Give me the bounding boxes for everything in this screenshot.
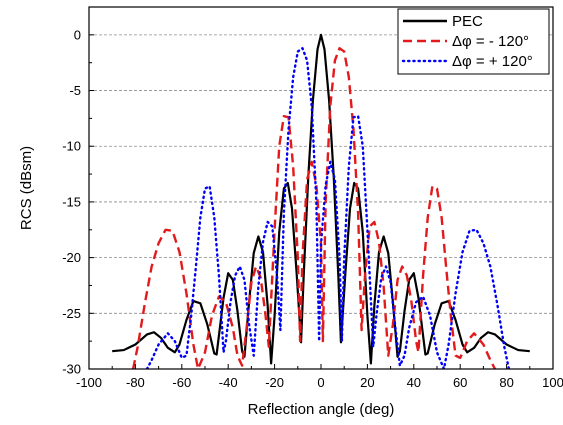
legend: PEC Δφ = - 120° Δφ = + 120° [397,8,550,75]
x-tick-label: -20 [265,375,284,390]
x-tick-label: 100 [542,375,563,390]
grid-lines [89,34,553,314]
y-tick-label: -20 [62,250,81,265]
x-tick-label: 40 [407,375,421,390]
x-tick-label: -100 [76,375,102,390]
series-line-2 [131,47,497,369]
y-tick-label: -15 [62,194,81,209]
y-tick-label: -25 [62,306,81,321]
x-tick-label: -40 [219,375,238,390]
y-tick-label: -30 [62,362,81,377]
series-layer [112,33,530,369]
x-tick-label: 0 [317,375,324,390]
y-tick-label: -10 [62,139,81,154]
y-tick-label: -5 [69,83,81,98]
x-tick-label: -80 [126,375,145,390]
tick-labels: -100 -80 -60 -40 -20 0 20 40 60 80 100 0 -5 -10 -15 -20… [62,27,563,390]
x-axis-title: Reflection angle (deg) [248,401,395,418]
x-tick-label: 60 [453,375,467,390]
x-tick-label: -60 [172,375,191,390]
x-tick-label: 20 [360,375,374,390]
legend-label: Δφ = + 120° [452,53,533,70]
x-tick-label: 80 [499,375,513,390]
axis-ticks [88,6,554,370]
legend-label: Δφ = - 120° [452,33,529,50]
legend-label: PEC [452,13,483,30]
y-axis-title: RCS (dBsm) [18,146,35,230]
series-line-3 [145,47,511,369]
y-tick-label: 0 [74,27,81,42]
series-line-1 [112,33,530,365]
